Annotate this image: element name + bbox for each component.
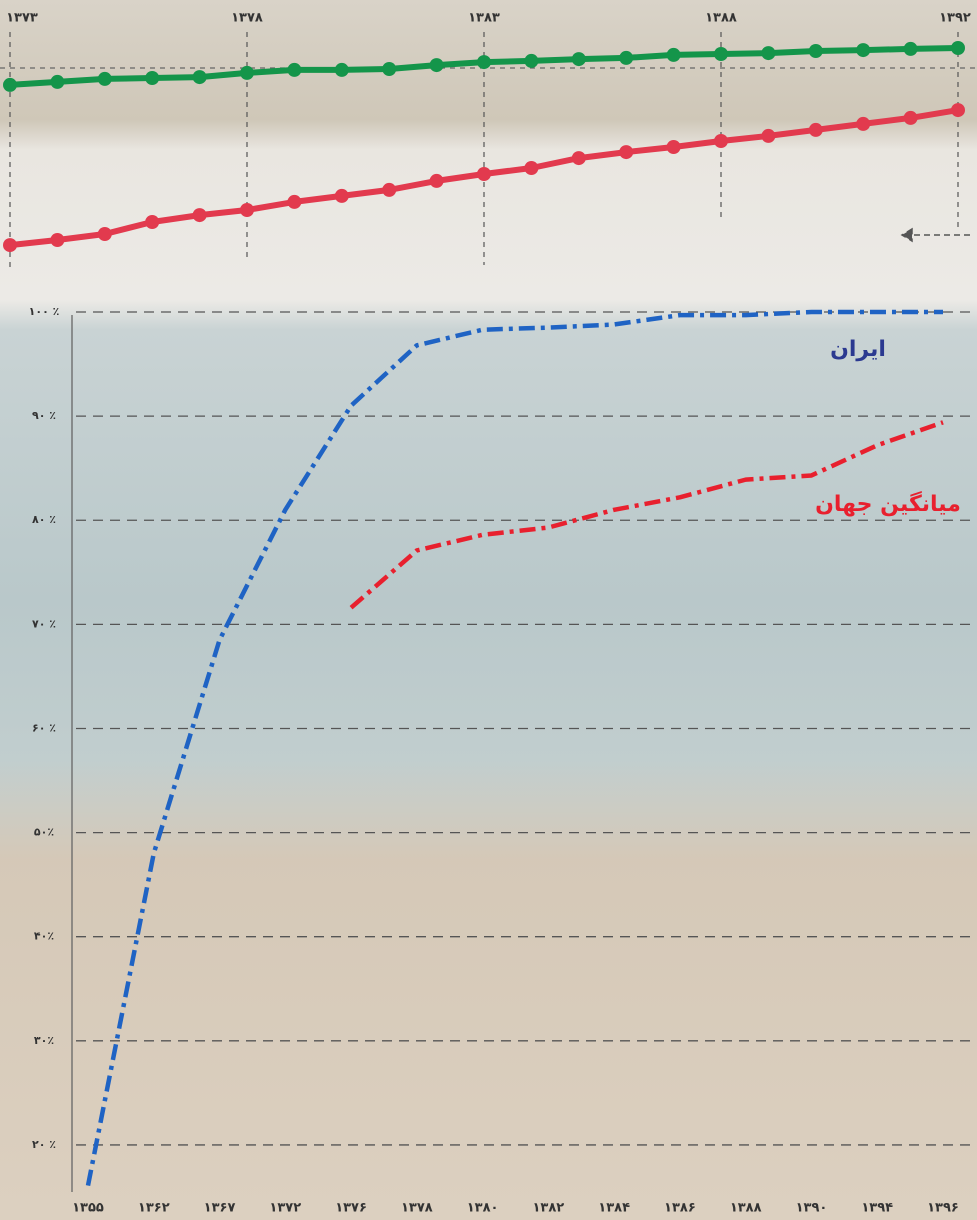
data-point <box>808 44 823 58</box>
x-tick-label: ۱۳۹۴ <box>861 1201 893 1216</box>
data-point <box>192 208 207 223</box>
x-tick-label: ۱۳۷۸ <box>401 1201 433 1216</box>
x-tick-label: ۱۳۶۷ <box>204 1201 236 1216</box>
data-point <box>334 62 349 77</box>
data-point <box>477 55 491 70</box>
x-tick-label: ۱۳۶۲ <box>138 1201 170 1216</box>
series-line <box>85 309 943 1186</box>
y-tick-label: ۷۰ ٪ <box>32 617 56 630</box>
x-tick-label: ۱۳۸۲ <box>533 1201 565 1216</box>
y-tick-label: ۹۰ ٪ <box>32 409 56 422</box>
y-tick-label: ۵۰٪ <box>34 826 54 839</box>
data-point <box>903 41 918 56</box>
x-tick-label: ۱۳۹۰ <box>796 1201 828 1216</box>
x-tick-label: ۱۳۸۴ <box>598 1201 630 1216</box>
x-tick-label: ۱۳۷۸ <box>231 11 263 26</box>
x-tick-label: ۱۳۹۲ <box>939 11 971 26</box>
data-point <box>666 47 681 62</box>
data-point <box>666 140 681 154</box>
data-point <box>287 62 302 77</box>
x-tick-label: ۱۳۸۳ <box>468 11 500 26</box>
data-point <box>619 145 634 160</box>
data-point <box>856 116 871 131</box>
x-tick-label: ۱۳۷۳ <box>6 11 38 26</box>
data-point <box>382 182 397 197</box>
data-point <box>240 203 254 217</box>
y-tick-label: ۴۰٪ <box>34 930 54 943</box>
data-point <box>808 122 823 137</box>
data-point <box>951 41 965 55</box>
y-tick-label: ۲۰ ٪ <box>32 1138 56 1151</box>
data-point <box>714 47 728 61</box>
x-tick-label: ۱۳۸۸ <box>705 11 737 26</box>
data-point <box>903 110 918 125</box>
data-point <box>240 65 254 80</box>
data-point <box>3 77 17 92</box>
data-point <box>477 167 491 181</box>
x-tick-label: ۱۳۸۸ <box>730 1201 762 1216</box>
data-point <box>856 43 871 58</box>
data-point <box>192 70 207 85</box>
y-tick-label: ۶۰ ٪ <box>32 721 56 734</box>
x-tick-label: ۱۳۹۶ <box>927 1201 959 1216</box>
data-point <box>3 238 17 253</box>
x-tick-label: ۱۳۵۵ <box>72 1201 104 1216</box>
data-point <box>50 74 65 89</box>
data-point <box>97 71 112 86</box>
legend-label: ایران <box>830 337 886 362</box>
data-point <box>761 46 776 61</box>
arrow <box>900 227 970 243</box>
legend-label: میانگین جهان <box>815 490 961 517</box>
data-point <box>571 52 586 67</box>
y-tick-label: ۸۰ ٪ <box>32 513 56 526</box>
data-point <box>429 58 444 73</box>
data-point <box>619 50 634 65</box>
data-point <box>524 161 539 175</box>
data-point <box>97 227 112 241</box>
data-point <box>571 151 586 166</box>
data-point <box>761 128 776 143</box>
x-tick-label: ۱۳۷۶ <box>335 1201 367 1216</box>
series-line <box>349 420 944 610</box>
data-point <box>50 233 65 247</box>
data-point <box>429 173 444 188</box>
data-point <box>145 215 160 229</box>
y-tick-label: ۳۰٪ <box>34 1034 54 1047</box>
data-point <box>951 103 965 118</box>
data-point <box>145 71 160 85</box>
x-tick-label: ۱۳۸۰ <box>467 1201 499 1216</box>
x-tick-label: ۱۳۸۶ <box>664 1201 696 1216</box>
y-tick-label: ۱۰۰ ٪ <box>29 305 60 318</box>
x-tick-label: ۱۳۷۲ <box>269 1201 301 1216</box>
data-point <box>334 188 349 203</box>
data-point <box>714 134 728 148</box>
data-point <box>524 53 539 68</box>
data-point <box>287 194 302 209</box>
data-point <box>382 62 397 76</box>
